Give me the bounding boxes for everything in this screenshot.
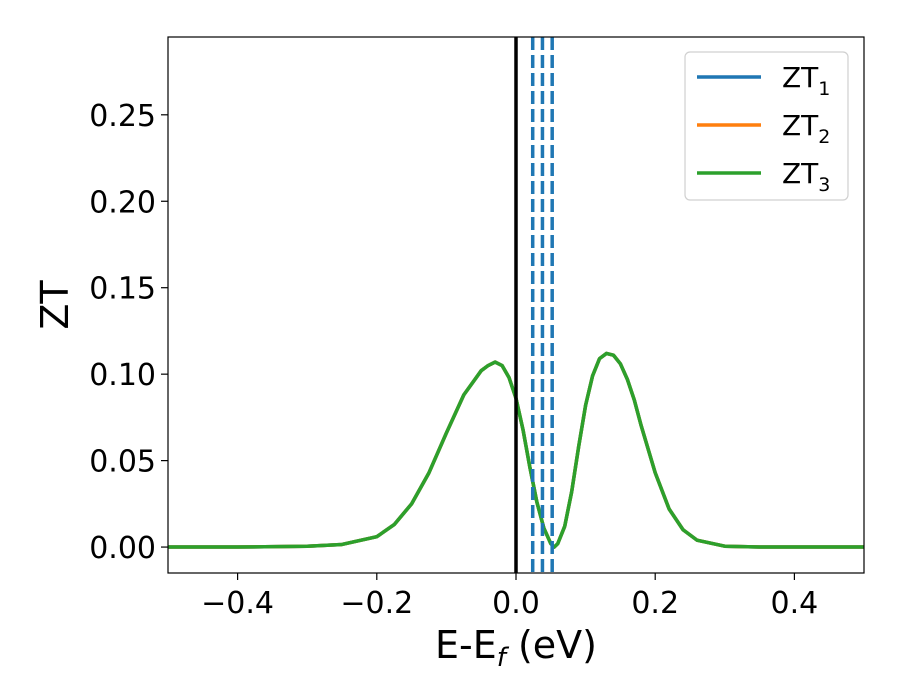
y-tick-label: 0.25: [89, 99, 156, 134]
y-tick-label: 0.20: [89, 185, 156, 220]
x-axis-label: E-Ef (eV): [435, 623, 597, 673]
y-tick-label: 0.10: [89, 358, 156, 393]
y-tick-label: 0.00: [89, 531, 156, 566]
x-tick-label: 0.2: [631, 586, 679, 621]
x-axis-label-main: E-E: [435, 623, 497, 667]
y-axis-label: ZT: [33, 280, 77, 330]
legend-label-subscript: 2: [818, 126, 830, 148]
legend-label-main: ZT: [782, 109, 819, 142]
legend-label-main: ZT: [782, 61, 819, 94]
x-tick-label: −0.4: [201, 586, 274, 621]
x-tick-label: −0.2: [340, 586, 413, 621]
legend-label-subscript: 3: [818, 174, 830, 196]
y-tick-label: 0.15: [89, 272, 156, 307]
legend-label-main: ZT: [782, 157, 819, 190]
x-axis-label-unit: (eV): [506, 623, 597, 667]
x-tick-label: 0.4: [771, 586, 819, 621]
x-tick-label: 0.0: [492, 586, 540, 621]
y-tick-label: 0.05: [89, 445, 156, 480]
legend-label-subscript: 1: [818, 78, 830, 100]
